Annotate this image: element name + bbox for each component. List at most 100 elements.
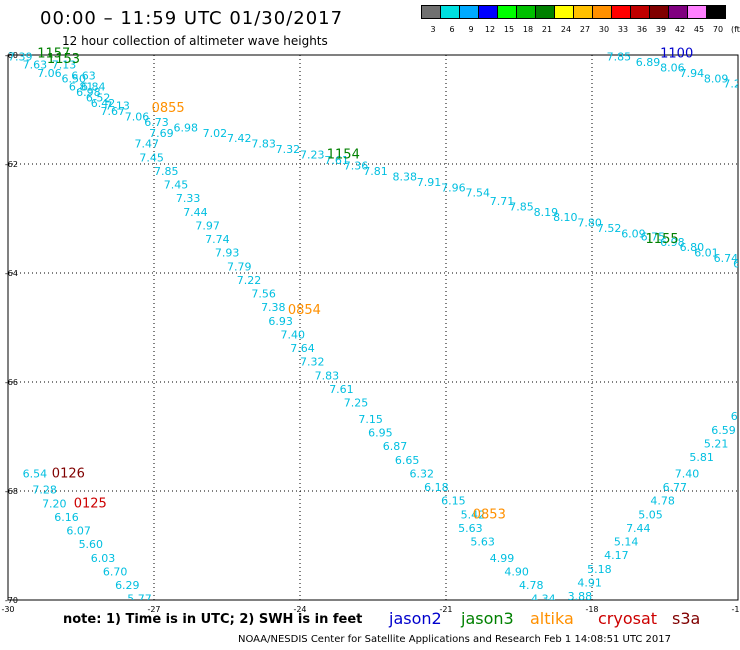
wave-height-point: 6.50: [62, 72, 87, 85]
wave-height-point: 7.71: [490, 195, 515, 208]
colorbar-label: 21: [541, 25, 553, 34]
wave-height-point: 5.18: [587, 563, 612, 576]
wave-height-values: 7.397.637.067.136.506.636.816.846.986.52…: [8, 47, 740, 606]
wave-height-point: 6.98: [173, 121, 198, 134]
wave-height-point: 7.67: [100, 105, 125, 118]
page-subtitle: 12 hour collection of altimeter wave hei…: [62, 34, 328, 48]
colorbar-label: 27: [579, 25, 591, 34]
wave-height-point: 6.18: [424, 481, 449, 494]
wave-height-point: 6.52: [86, 91, 111, 104]
wave-height-point: 6.81: [69, 80, 94, 93]
wave-height-point: 7.96: [441, 181, 466, 194]
wave-height-point: 7.56: [251, 288, 275, 301]
wave-height-point: 6.32: [410, 467, 435, 480]
wave-height-point: 4.99: [490, 552, 515, 565]
wave-height-point: 7.63: [23, 59, 47, 72]
wave-height-point: 7.47: [135, 138, 160, 151]
y-tick-label: -62: [5, 160, 18, 169]
wave-height-point: 8.10: [553, 211, 578, 224]
wave-height-point: 6.84: [81, 80, 106, 93]
wave-height-point: 7.91: [417, 176, 442, 189]
wave-height-point: 7.40: [675, 467, 700, 480]
wave-height-point: 7.06: [37, 67, 62, 80]
wave-height-point: 4.78: [519, 579, 544, 592]
wave-height-point: 7.81: [363, 165, 388, 178]
wave-height-point: 6.89: [636, 56, 661, 69]
wave-height-point: 6.73: [144, 116, 169, 129]
wave-height-point: 6.59: [711, 424, 736, 437]
colorbar-label: 42: [674, 25, 686, 34]
y-tick-label: -64: [5, 269, 18, 278]
wave-height-point: 4.34: [531, 593, 556, 606]
wave-height-point: 6.16: [54, 511, 79, 524]
colorbar-label: (ft): [730, 25, 740, 34]
wave-height-point: 7.54: [465, 187, 490, 200]
pass-time-label: 0855: [152, 101, 185, 116]
colorbar-label: 39: [655, 25, 667, 34]
wave-height-point: 6.03: [91, 552, 116, 565]
wave-height-point: 6.07: [66, 525, 91, 538]
wave-height-point: 5.14: [614, 536, 639, 549]
wave-height-point: 8.19: [534, 206, 559, 219]
colorbar-label: 24: [560, 25, 572, 34]
wave-height-point: 6.93: [268, 315, 293, 328]
wave-height-point: 7.93: [215, 247, 240, 260]
wave-height-point: 6.95: [368, 427, 393, 440]
wave-height-point: 6.74: [714, 252, 739, 265]
legend-jason2: jason2: [389, 609, 442, 628]
pass-time-label: 1100: [660, 47, 693, 62]
wave-height-point: 7.23: [300, 149, 325, 162]
wave-height-point: 7.45: [139, 151, 164, 164]
wave-height-point: 7.25: [723, 78, 740, 91]
colorbar-label: 3: [430, 25, 436, 34]
wave-height-point: 7.40: [281, 328, 306, 341]
wave-height-point: 6.80: [680, 241, 705, 254]
pass-time-label: 1153: [47, 52, 80, 67]
wave-height-point: 7.33: [176, 192, 201, 205]
colorbar-label: 6: [449, 25, 455, 34]
wave-height-point: 6.98: [660, 236, 685, 249]
credit-line: NOAA/NESDIS Center for Satellite Applica…: [238, 634, 671, 645]
pass-time-label: 1155: [646, 232, 679, 247]
colorbar-label: 12: [484, 25, 496, 34]
wave-height-point: 6.01: [694, 247, 719, 260]
wave-height-point: 5.63: [458, 522, 483, 535]
wave-height-point: 6.29: [115, 579, 140, 592]
wave-height-point: 7.25: [344, 397, 369, 410]
wave-height-point: 7.20: [42, 497, 67, 510]
wave-height-point: 6.77: [663, 481, 688, 494]
colorbar-label: 36: [636, 25, 648, 34]
legend-cryosat: cryosat: [598, 609, 658, 628]
wave-height-point: 7.85: [509, 200, 534, 213]
wave-height-point: 7.42: [227, 132, 252, 145]
wave-height-point: 6.70: [103, 565, 128, 578]
colorbar-label: 30: [598, 25, 610, 34]
wave-height-point: 7.32: [300, 356, 325, 369]
wave-height-point: 7.44: [626, 522, 651, 535]
wave-height-point: 6.65: [395, 454, 420, 467]
legend-jason3: jason3: [461, 609, 514, 628]
x-tick-label: -18: [585, 605, 598, 614]
colorbar-label: 33: [617, 25, 629, 34]
wave-height-point: 7.85: [607, 50, 632, 63]
pass-time-label: 0853: [473, 507, 506, 522]
wave-height-point: 7.38: [261, 301, 286, 314]
wave-height-point: 7.79: [227, 260, 252, 273]
wave-height-point: 5.81: [689, 451, 714, 464]
wave-height-point: 6.98: [76, 86, 101, 99]
y-tick-label: -70: [5, 596, 18, 605]
pass-time-label: 0854: [288, 303, 321, 318]
x-tick-label: -30: [1, 605, 14, 614]
wave-height-point: 7.64: [290, 342, 315, 355]
wave-height-point: 7.32: [276, 143, 301, 156]
wave-height-point: 7.97: [195, 219, 220, 232]
colorbar-swatch: [706, 5, 726, 19]
colorbar-label: 18: [522, 25, 534, 34]
wave-height-point: 5.21: [704, 437, 729, 450]
wave-height-point: 6.54: [23, 467, 47, 480]
colorbar-label: 45: [693, 25, 705, 34]
wave-height-point: 6.15: [441, 495, 466, 508]
wave-height-point: 5.60: [79, 538, 104, 551]
wave-height-point: 7.45: [164, 179, 189, 192]
